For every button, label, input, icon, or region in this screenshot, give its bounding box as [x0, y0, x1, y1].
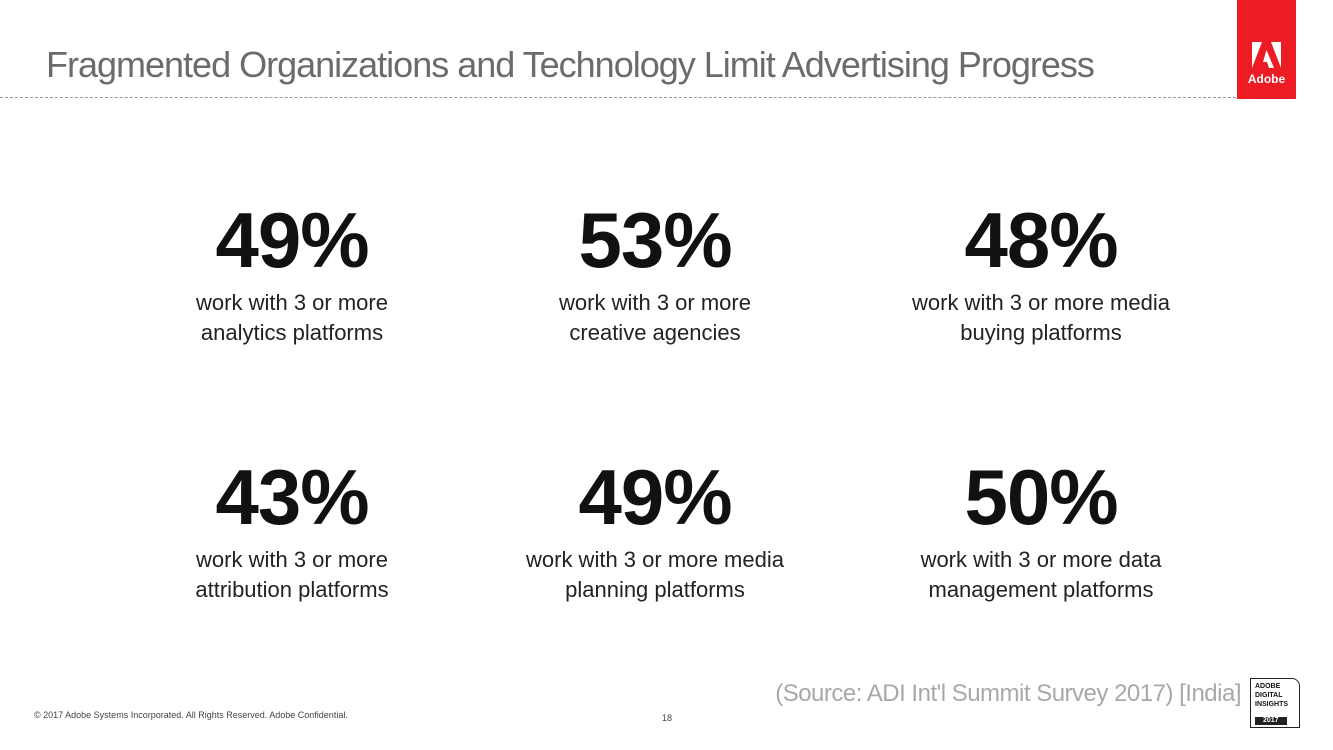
badge-year: 2017: [1255, 717, 1287, 725]
stat-label: work with 3 or more: [196, 547, 388, 572]
stat-label: buying platforms: [960, 320, 1122, 345]
slide-title: Fragmented Organizations and Technology …: [46, 44, 1095, 85]
logo-text: Adobe: [1247, 72, 1286, 86]
title-divider: [0, 97, 1236, 98]
copyright-footer: © 2017 Adobe Systems Incorporated. All R…: [34, 710, 348, 720]
stat-media-planning: 49% work with 3 or more media planning pl…: [475, 457, 835, 605]
stat-label: work with 3 or more data: [920, 547, 1162, 572]
stat-attribution: 43% work with 3 or more attribution platf…: [112, 457, 472, 605]
stat-value: 49%: [578, 453, 732, 541]
stat-label: creative agencies: [569, 320, 741, 345]
badge-text: INSIGHTS: [1255, 701, 1289, 708]
stat-label: management platforms: [928, 577, 1154, 602]
adobe-digital-insights-badge: ADOBE DIGITAL INSIGHTS 2017: [1250, 678, 1300, 728]
stat-label: work with 3 or more media: [912, 290, 1170, 315]
stat-label: work with 3 or more: [196, 290, 388, 315]
stat-label: analytics platforms: [200, 320, 384, 345]
badge-text: DIGITAL: [1255, 692, 1283, 699]
adobe-a-icon: [1252, 42, 1281, 68]
stat-data-management: 50% work with 3 or more data management p…: [861, 457, 1221, 605]
adobe-logo: Adobe: [1237, 0, 1296, 99]
stat-value: 48%: [964, 196, 1118, 284]
stat-value: 50%: [964, 453, 1118, 541]
stat-value: 49%: [215, 196, 369, 284]
stat-analytics: 49% work with 3 or more analytics platfor…: [112, 200, 472, 348]
badge-text: ADOBE: [1255, 683, 1281, 690]
source-note: (Source: ADI Int'l Summit Survey 2017) […: [775, 680, 1241, 707]
stat-value: 53%: [578, 196, 732, 284]
stat-media-buying: 48% work with 3 or more media buying plat…: [861, 200, 1221, 348]
stat-creative: 53% work with 3 or more creative agencies: [475, 200, 835, 348]
stat-label: attribution platforms: [195, 577, 389, 602]
page-number: 18: [662, 713, 673, 723]
stat-value: 43%: [215, 453, 369, 541]
stat-label: planning platforms: [565, 577, 745, 602]
stat-label: work with 3 or more: [559, 290, 751, 315]
stat-label: work with 3 or more media: [526, 547, 784, 572]
